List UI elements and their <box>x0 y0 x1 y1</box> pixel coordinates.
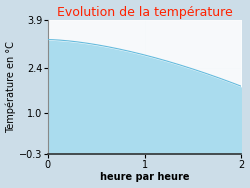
Title: Evolution de la température: Evolution de la température <box>57 6 233 19</box>
X-axis label: heure par heure: heure par heure <box>100 172 189 182</box>
Y-axis label: Température en °C: Température en °C <box>6 41 16 133</box>
